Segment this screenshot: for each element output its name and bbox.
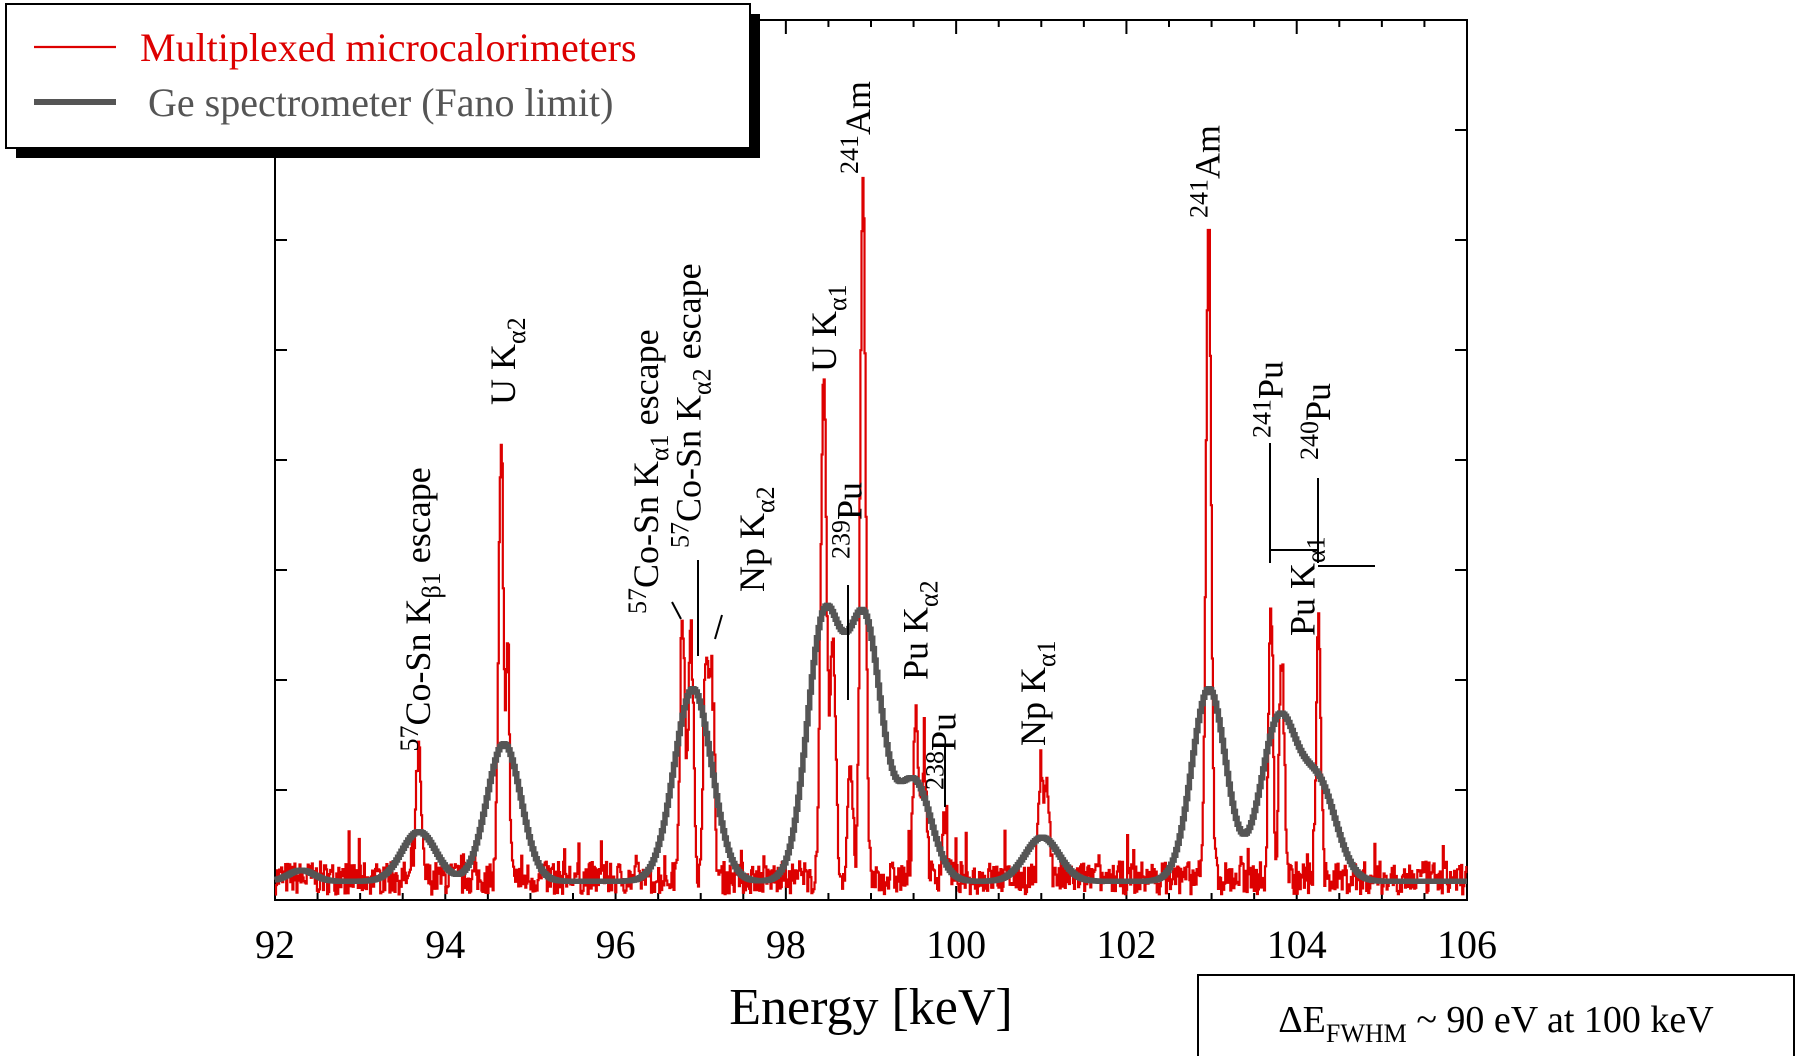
series-ge-spectrometer (273, 602, 1467, 885)
x-tick-label: 96 (596, 922, 636, 967)
resolution-note: ΔEFWHM ~ 90 eV at 100 keV (1197, 974, 1795, 1056)
x-axis-title: Energy [keV] (729, 979, 1013, 1036)
peak-label: 241Pu (1247, 361, 1290, 438)
x-tick-label: 92 (255, 922, 295, 967)
note-prefix: ΔE (1278, 999, 1326, 1041)
legend: Multiplexed microcalorimeters Ge spectro… (5, 3, 760, 158)
note-suffix: ~ 90 eV at 100 keV (1407, 999, 1714, 1041)
series-microcalorimeters (274, 176, 1468, 896)
peak-label: 57Co-Sn Kα2 escape (666, 263, 717, 548)
peak-label: 57Co-Sn Kα1 escape (623, 329, 674, 614)
x-tick-label: 94 (425, 922, 465, 967)
peak-label: Pu Kα1 (1283, 536, 1331, 636)
peak-labels: 57Co-Sn Kβ1 escape U Kα2 57Co-Sn Kα1 escap… (395, 81, 1338, 790)
legend-label-microcalorimeters: Multiplexed microcalorimeters (140, 25, 637, 70)
peak-label: U Kα2 (483, 317, 531, 405)
x-tick-label: 102 (1096, 922, 1156, 967)
peak-label: 238Pu (920, 713, 963, 790)
peak-marker-lines (671, 443, 1375, 807)
x-tick-label: 98 (766, 922, 806, 967)
note-sub: FWHM (1326, 1019, 1407, 1048)
peak-label: 57Co-Sn Kβ1 escape (395, 467, 446, 751)
peak-label: 241Am (1184, 125, 1227, 218)
x-tick-label: 106 (1437, 922, 1497, 967)
legend-label-ge: Ge spectrometer (Fano limit) (148, 80, 613, 125)
x-tick-labels: 92 94 96 98 100 102 104 106 (255, 922, 1497, 967)
peak-label: 240Pu (1295, 383, 1338, 460)
peak-label: U Kα1 (804, 284, 852, 372)
x-tick-label: 104 (1267, 922, 1327, 967)
peak-label: Np Kα1 (1013, 640, 1061, 746)
peak-label: 239Pu (827, 482, 870, 559)
peak-label: 241Am (835, 81, 878, 174)
x-tick-label: 100 (926, 922, 986, 967)
svg-text:ΔEFWHM ~ 90 eV at 100 keV: ΔEFWHM ~ 90 eV at 100 keV (1278, 999, 1714, 1048)
peak-label: Pu Kα2 (895, 580, 943, 680)
peak-label: Np Kα2 (732, 486, 780, 592)
